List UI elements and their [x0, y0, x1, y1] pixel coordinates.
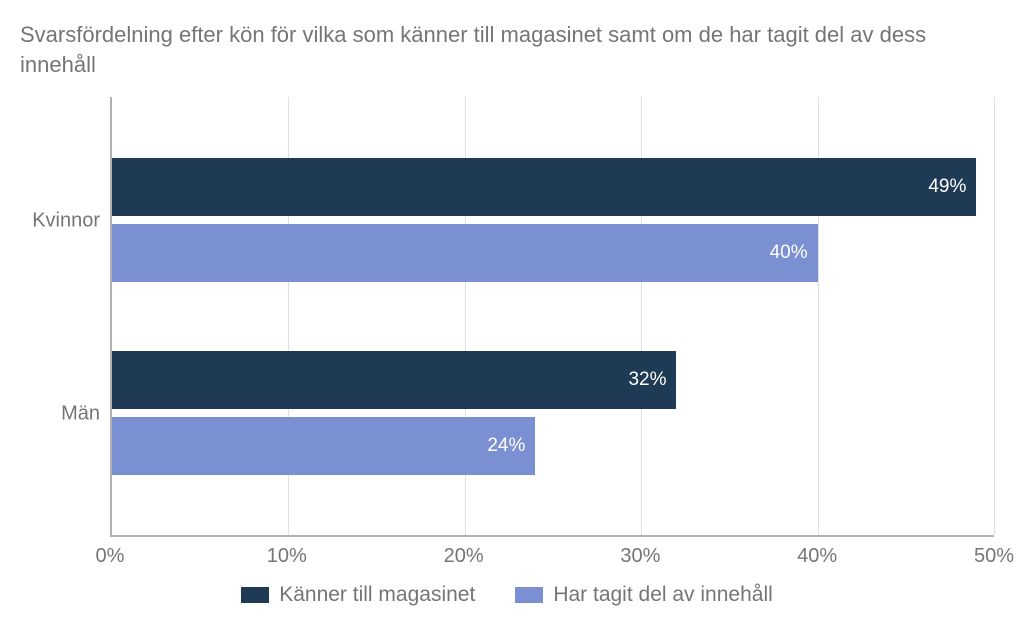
- plot-wrap: Kvinnor Män 49% 40% 32% 24%: [20, 97, 994, 537]
- bar: 40%: [112, 224, 818, 282]
- legend-swatch-icon: [515, 587, 543, 603]
- chart-container: Svarsfördelning efter kön för vilka som …: [0, 0, 1024, 633]
- legend-label: Känner till magasinet: [279, 583, 475, 607]
- gridline: [994, 97, 995, 535]
- x-axis-tick: 0%: [96, 545, 125, 568]
- x-axis-tick: 10%: [267, 545, 307, 568]
- plot-area: 49% 40% 32% 24%: [110, 97, 994, 537]
- bar-value-label: 32%: [628, 369, 666, 391]
- legend-swatch-icon: [241, 587, 269, 603]
- bar-value-label: 40%: [770, 242, 808, 264]
- y-axis-label: Män: [61, 403, 100, 426]
- bar: 49%: [112, 158, 976, 216]
- bar-value-label: 24%: [487, 435, 525, 457]
- legend-item: Känner till magasinet: [241, 583, 475, 607]
- legend: Känner till magasinet Har tagit del av i…: [20, 583, 994, 607]
- bar: 24%: [112, 417, 535, 475]
- chart-title: Svarsfördelning efter kön för vilka som …: [20, 20, 994, 79]
- x-axis-tick: 20%: [444, 545, 484, 568]
- y-axis: Kvinnor Män: [20, 97, 110, 537]
- legend-label: Har tagit del av innehåll: [553, 583, 772, 607]
- x-axis-tick: 40%: [797, 545, 837, 568]
- bar-value-label: 49%: [928, 176, 966, 198]
- x-axis: 0%10%20%30%40%50%: [110, 537, 994, 569]
- bar: 32%: [112, 351, 676, 409]
- x-axis-tick: 50%: [974, 545, 1014, 568]
- x-axis-tick: 30%: [620, 545, 660, 568]
- legend-item: Har tagit del av innehåll: [515, 583, 772, 607]
- y-axis-label: Kvinnor: [32, 209, 100, 232]
